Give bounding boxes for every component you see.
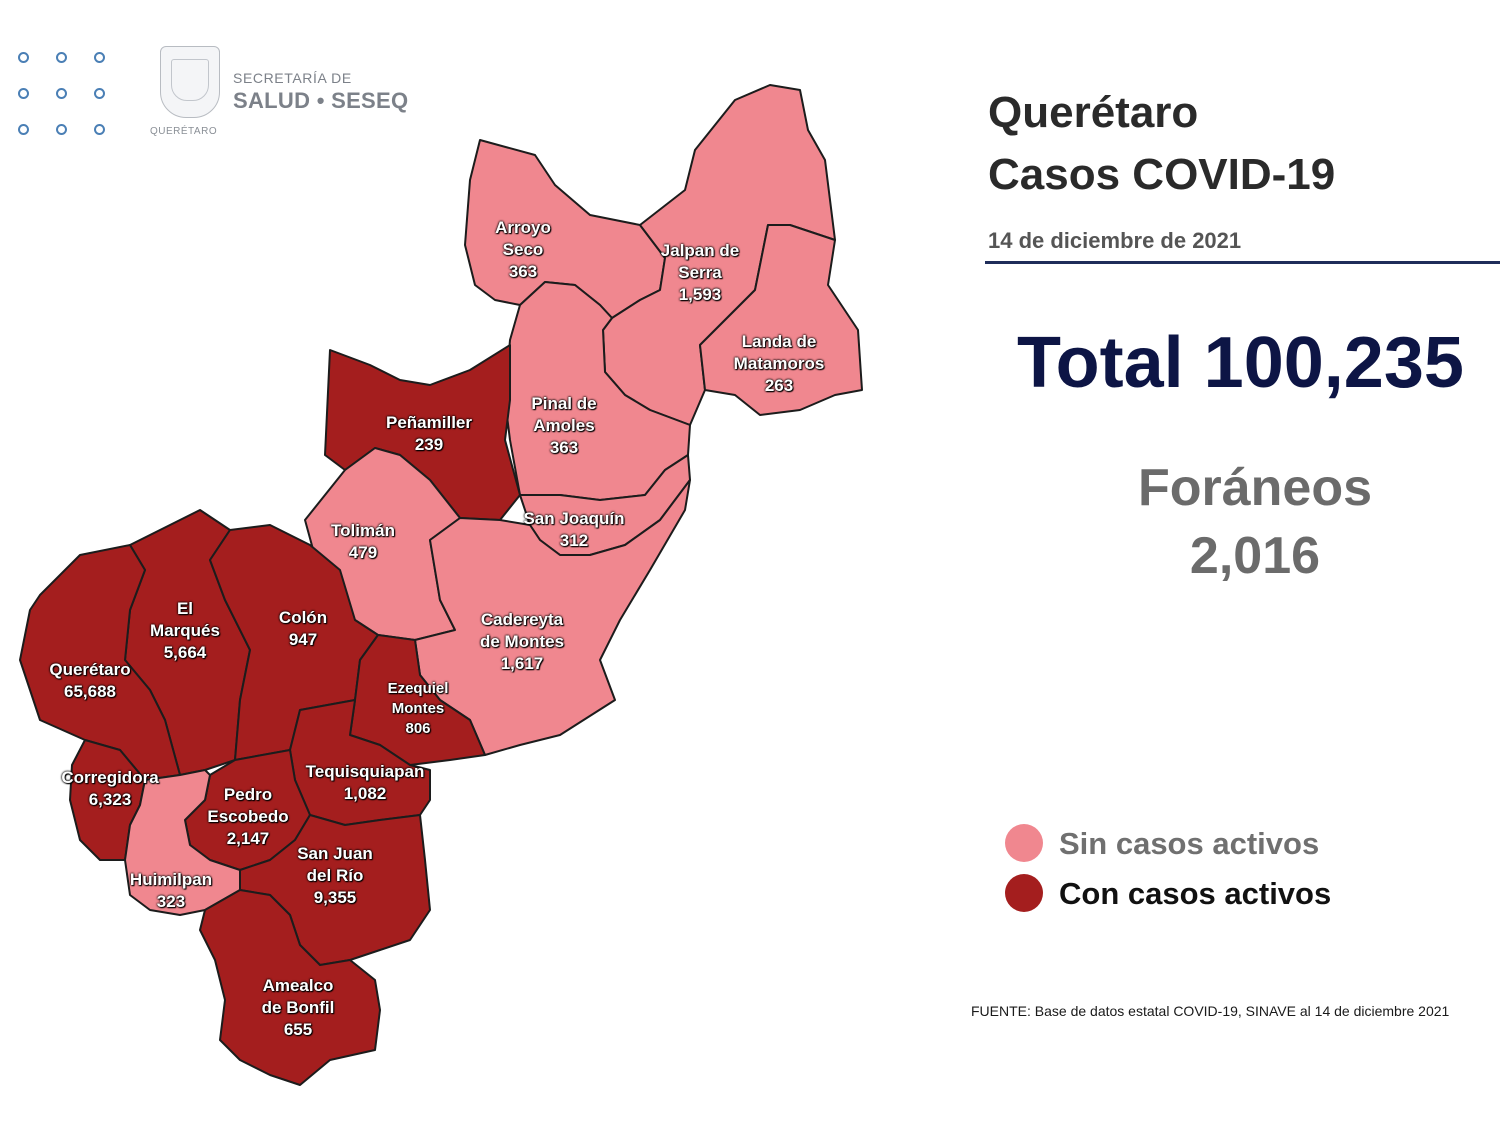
label-landa-de-matamoros: Landa de Matamoros 263: [727, 331, 831, 397]
label-arroyo-seco: Arroyo Seco 363: [487, 217, 559, 283]
cases: 655: [283, 1020, 313, 1039]
label-jalpan-de-serra: Jalpan de Serra 1,593: [660, 240, 740, 306]
label-ezequiel-montes: Ezequiel Montes 806: [383, 679, 453, 739]
queretaro-map: Arroyo Seco 363 Jalpan de Serra 1,593 La…: [19, 84, 863, 1086]
name: Pedro Escobedo: [207, 785, 289, 826]
cases: 1,082: [343, 784, 387, 803]
label-el-marques: El Marqués 5,664: [149, 598, 221, 664]
report-date: 14 de diciembre de 2021: [988, 228, 1242, 253]
name: Ezequiel Montes: [387, 680, 449, 717]
logo-line2: SALUD • SESEQ: [233, 88, 409, 113]
cases: 65,688: [64, 682, 116, 701]
label-huimilpan: Huimilpan 323: [130, 869, 212, 913]
cases: 2,147: [226, 829, 270, 848]
name: Huimilpan: [129, 870, 213, 889]
label-colon: Colón 947: [279, 607, 327, 651]
seseq-logo: QUERÉTARO SECRETARÍA DE SALUD • SESEQ: [0, 40, 440, 150]
name: Cadereyta de Montes: [479, 610, 565, 651]
logo-caption: QUERÉTARO: [150, 126, 218, 137]
name: Tolimán: [331, 521, 395, 540]
state-crest-icon: [160, 46, 220, 118]
name: Corregidora: [61, 768, 159, 787]
region-huimilpan: [124, 769, 241, 916]
cases: 312: [559, 531, 589, 550]
name: Pinal de Amoles: [531, 394, 597, 435]
name: Querétaro: [49, 660, 131, 679]
cases: 5,664: [163, 643, 207, 662]
name: El Marqués: [150, 599, 220, 640]
label-san-juan-del-rio: San Juan del Río 9,355: [292, 843, 378, 909]
cases: 263: [764, 376, 794, 395]
name: San Joaquín: [523, 509, 625, 528]
map-svg: [19, 84, 863, 1086]
name: Peñamiller: [386, 413, 472, 432]
cases: 363: [508, 262, 538, 281]
name: Landa de Matamoros: [733, 332, 825, 373]
label-corregidora: Corregidora 6,323: [61, 767, 158, 811]
cases: 1,617: [500, 654, 544, 673]
cases: 323: [156, 892, 186, 911]
total-cases: Total 100,235: [1017, 323, 1464, 403]
title-divider: [985, 261, 1500, 264]
cases: 1,593: [678, 285, 722, 304]
label-tequisquiapan: Tequisquiapan 1,082: [306, 761, 425, 805]
region-queretaro: [19, 544, 181, 781]
logo-line1: SECRETARÍA DE: [233, 70, 352, 86]
label-queretaro: Querétaro 65,688: [49, 659, 130, 703]
label-toliman: Tolimán 479: [331, 520, 395, 564]
name: Tequisquiapan: [305, 762, 425, 781]
foraneos-value: 2,016: [1189, 527, 1321, 585]
cases: 479: [348, 543, 378, 562]
name: Amealco de Bonfil: [261, 976, 335, 1017]
label-amealco-de-bonfil: Amealco de Bonfil 655: [253, 975, 343, 1041]
label-pedro-escobedo: Pedro Escobedo 2,147: [202, 784, 294, 850]
title-line2: Casos COVID-19: [988, 150, 1336, 199]
label-san-joaquin: San Joaquín 312: [523, 508, 624, 552]
name: Arroyo Seco: [495, 218, 551, 259]
name: Colón: [278, 608, 328, 627]
foraneos-label: Foráneos: [1137, 459, 1373, 517]
name: San Juan del Río: [297, 844, 373, 885]
legend-label-active: Con casos activos: [1059, 876, 1332, 911]
label-cadereyta-de-montes: Cadereyta de Montes 1,617: [472, 609, 572, 675]
region-landa-de-matamoros: [699, 224, 863, 416]
label-penamiller: Peñamiller 239: [386, 412, 472, 456]
name: Jalpan de Serra: [660, 241, 740, 282]
cases: 363: [549, 438, 579, 457]
region-amealco-de-bonfil: [199, 889, 381, 1086]
legend-swatch-inactive: [1005, 824, 1043, 862]
title-line1: Querétaro: [988, 88, 1199, 137]
cases: 806: [405, 720, 431, 737]
cases: 947: [288, 630, 318, 649]
legend-swatch-active: [1005, 874, 1043, 912]
cases: 9,355: [313, 888, 357, 907]
legend-label-inactive: Sin casos activos: [1059, 826, 1320, 861]
label-pinal-de-amoles: Pinal de Amoles 363: [524, 393, 604, 459]
cases: 6,323: [88, 790, 132, 809]
source-note: FUENTE: Base de datos estatal COVID-19, …: [971, 1003, 1450, 1019]
cases: 239: [414, 435, 444, 454]
